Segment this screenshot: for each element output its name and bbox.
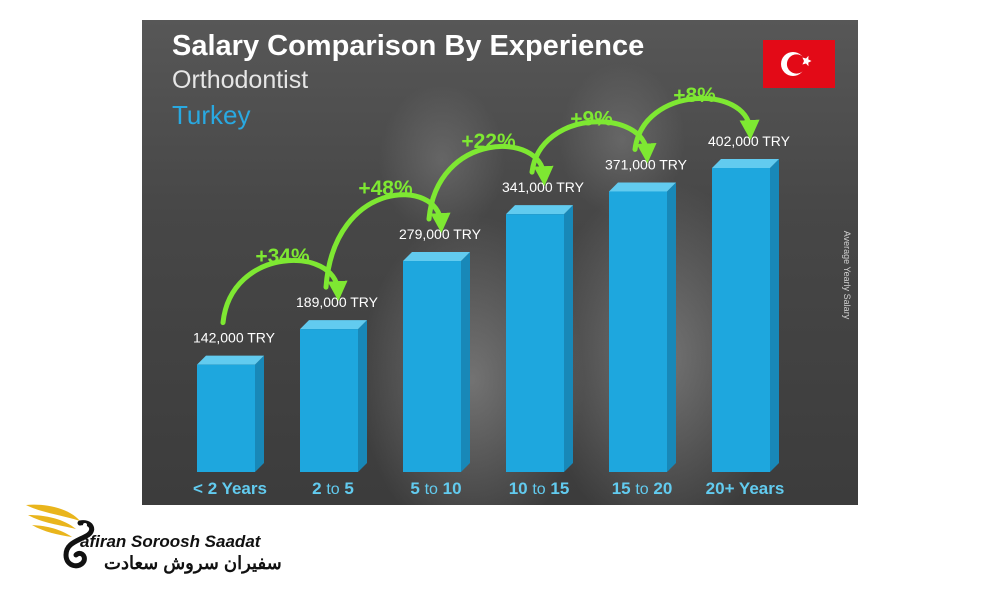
bar-side <box>770 159 779 472</box>
bar-top <box>712 159 779 168</box>
company-logo: afiran Soroosh Saadat سفیران سروش سعادت <box>22 495 292 585</box>
change-label: +8% <box>673 84 716 107</box>
bar-top <box>609 182 676 192</box>
change-label: +34% <box>255 245 310 268</box>
chart-title: Salary Comparison By Experience <box>172 30 645 62</box>
value-label: 371,000 TRY <box>605 156 688 172</box>
value-label: 279,000 TRY <box>399 226 482 242</box>
bar-side <box>255 355 264 472</box>
change-label: +22% <box>461 130 516 153</box>
chart-card: 142,000 TRY < 2 Years 189,000 TRY 2 to 5 279… <box>142 20 858 505</box>
y-axis-label: Average Yearly Salary <box>842 230 852 320</box>
change-arrow <box>529 119 657 175</box>
bar <box>506 214 564 473</box>
bar-top <box>300 320 367 330</box>
bar-side <box>667 182 676 472</box>
chart-plot: 142,000 TRY < 2 Years 189,000 TRY 2 to 5 279… <box>193 84 791 498</box>
bar-side <box>461 252 470 472</box>
x-tick-label: 5 to 10 <box>410 479 461 498</box>
x-tick-label: 15 to 20 <box>612 479 673 498</box>
turkey-flag-icon <box>763 40 835 88</box>
x-tick-label: 10 to 15 <box>509 479 570 498</box>
bar <box>403 261 461 472</box>
bar <box>300 329 358 472</box>
change-label: +48% <box>358 177 413 200</box>
value-label: 341,000 TRY <box>502 179 585 195</box>
bar-top <box>403 252 470 262</box>
chart-subtitle: Orthodontist <box>172 66 309 94</box>
logo-text: afiran Soroosh Saadat <box>80 532 261 551</box>
bar-side <box>564 205 573 473</box>
country-label: Turkey <box>172 100 251 130</box>
change-arrow <box>220 257 348 326</box>
bar <box>197 364 255 472</box>
change-arrow <box>426 143 554 222</box>
bar-side <box>358 320 367 472</box>
bird-logo-icon <box>26 504 95 569</box>
x-tick-label: < 2 Years <box>193 479 267 498</box>
bar <box>609 191 667 472</box>
bar <box>712 168 770 472</box>
x-tick-label: 2 to 5 <box>312 479 354 498</box>
change-label: +9% <box>570 107 613 130</box>
x-tick-label: 20+ Years <box>706 479 785 498</box>
change-arrow <box>323 192 451 290</box>
bar-top <box>197 355 264 365</box>
change-arrow <box>632 95 760 152</box>
value-label: 402,000 TRY <box>708 133 791 149</box>
logo-persian-text: سفیران سروش سعادت <box>104 553 282 573</box>
bar-top <box>506 205 573 215</box>
value-label: 142,000 TRY <box>193 330 276 346</box>
value-label: 189,000 TRY <box>296 294 379 310</box>
